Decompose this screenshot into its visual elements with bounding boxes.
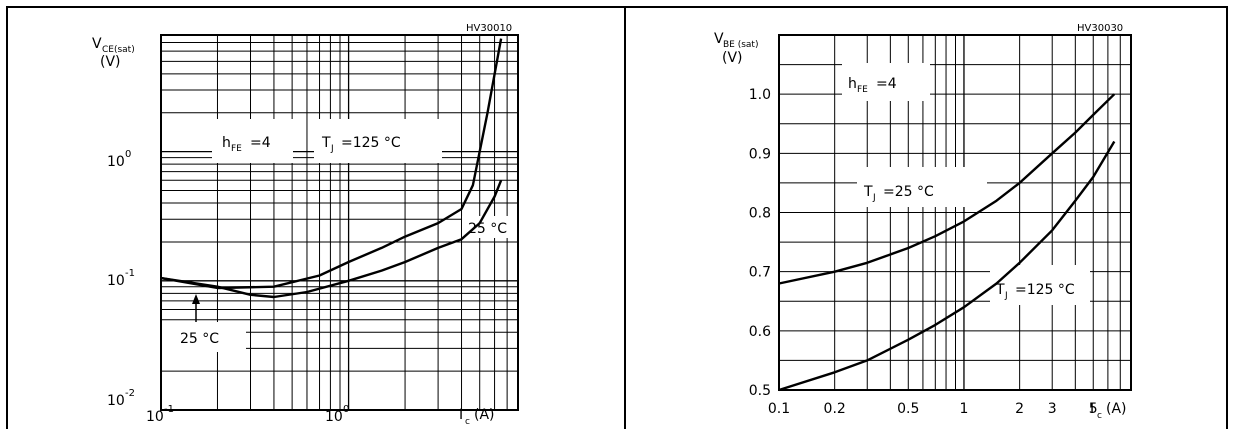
left-xtick-base: 10 — [146, 409, 164, 425]
right-xtick-label: 0.1 — [768, 401, 790, 417]
left-curves — [160, 38, 503, 299]
figure-frame — [6, 6, 1228, 429]
left-xtick-base: 10 — [325, 409, 343, 425]
right-hfe-sub: FE — [857, 85, 868, 95]
panel-divider — [624, 6, 626, 429]
right-xlabel-sub: c — [1097, 411, 1102, 421]
right-tj25-box — [857, 167, 987, 207]
right-xtick-label: 0.5 — [897, 401, 919, 417]
left-hfe-value: =4 — [250, 135, 271, 151]
right-ytick-label: 0.7 — [749, 265, 771, 281]
left-tj-value: =125 °C — [341, 135, 401, 151]
left-tj-sub: J — [330, 144, 334, 154]
right-tj125-box — [990, 265, 1090, 305]
right-series-line-0 — [778, 93, 1116, 285]
right-ytick-label: 1.0 — [749, 87, 771, 103]
left-25c-right-box — [462, 216, 518, 238]
right-series-line-1 — [778, 140, 1116, 392]
right-curves — [778, 93, 1116, 392]
right-tj25-main: T — [863, 184, 873, 200]
left-ylabel-unit: (V) — [100, 54, 121, 70]
right-tj125-value: =125 °C — [1015, 282, 1075, 298]
left-ylabel-sub: CE(sat) — [102, 45, 135, 55]
right-xticks: 0.1 0.2 0.5 1 2 3 5 — [768, 401, 1098, 417]
right-tj25-sub: J — [872, 193, 876, 203]
left-25c-low: 25 °C — [180, 331, 219, 347]
right-chart: HV30030 V BE (sat) (V) 0.5 0.6 0.7 0.8 0.9 1.… — [714, 23, 1132, 421]
left-hfe-box — [212, 119, 293, 163]
right-ytick-label: 0.8 — [749, 206, 771, 222]
left-series-line-1 — [160, 179, 503, 299]
left-xtick-exp: -1 — [164, 404, 174, 415]
right-xtick-label: 0.2 — [824, 401, 846, 417]
left-tj-main: T — [321, 135, 331, 151]
right-ytick-label: 0.6 — [749, 324, 771, 340]
right-xtick-label: 3 — [1048, 401, 1057, 417]
right-ylabel-unit: (V) — [722, 50, 743, 66]
left-xlabel-main: I — [459, 407, 463, 423]
left-xtick-exp: 0 — [343, 404, 349, 415]
right-ytick-label: 0.9 — [749, 146, 771, 162]
right-yticks: 0.5 0.6 0.7 0.8 0.9 1.0 — [749, 87, 771, 399]
right-xtick-label: 2 — [1015, 401, 1024, 417]
left-plot-border — [160, 34, 519, 411]
left-series-line-0 — [160, 38, 503, 290]
left-ytick-base: 10 — [107, 154, 125, 170]
right-ylabel-sub: BE (sat) — [723, 40, 758, 50]
left-xlabel-sub: c — [465, 417, 470, 427]
left-tj-box — [314, 119, 442, 163]
right-xlabel-main: I — [1090, 401, 1094, 417]
right-code: HV30030 — [1077, 23, 1123, 34]
right-xlabel-unit: (A) — [1106, 401, 1127, 417]
right-plot-border — [778, 34, 1132, 391]
right-ylabel-main: V — [714, 31, 724, 47]
right-tj125-main: T — [995, 282, 1005, 298]
left-ytick-base: 10 — [107, 393, 125, 409]
right-ytick-label: 0.5 — [749, 383, 771, 399]
right-hfe-value: =4 — [876, 76, 897, 92]
left-ytick-exp: 0 — [125, 149, 131, 160]
left-hfe-sub: FE — [231, 144, 242, 154]
left-ytick-exp: -1 — [125, 268, 135, 279]
left-25c-right: 25 °C — [468, 221, 507, 237]
right-hfe-box — [842, 63, 930, 101]
right-grid — [779, 35, 1131, 390]
left-code: HV30010 — [466, 23, 512, 34]
left-ytick-base: 10 — [107, 273, 125, 289]
left-arrow-head — [192, 294, 200, 304]
right-xtick-label: 5 — [1089, 401, 1098, 417]
left-hfe-main: h — [222, 135, 231, 151]
right-xtick-label: 1 — [960, 401, 969, 417]
left-chart: HV30010 V CE(sat) (V) 10 0 10 -1 10 -2 1… — [92, 23, 519, 427]
left-ytick-exp: -2 — [125, 388, 135, 399]
left-xlabel-unit: (A) — [474, 407, 495, 423]
left-ylabel-main: V — [92, 36, 102, 52]
right-hfe-main: h — [848, 76, 857, 92]
right-tj25-value: =25 °C — [883, 184, 934, 200]
right-tj125-sub: J — [1004, 291, 1008, 301]
left-25c-low-box — [162, 322, 246, 352]
